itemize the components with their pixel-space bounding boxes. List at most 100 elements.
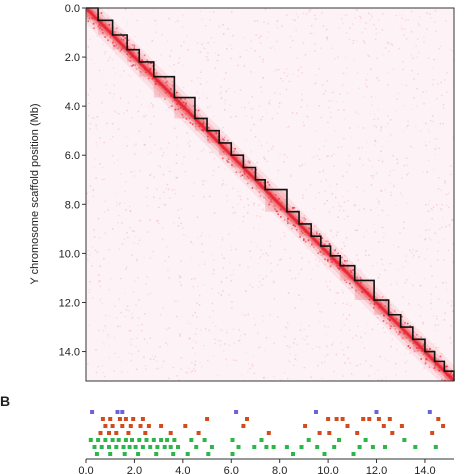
heatmap-speckle <box>88 288 91 291</box>
heatmap-speckle <box>269 314 271 316</box>
heatmap-speckle <box>101 18 104 20</box>
heatmap-speckle <box>378 202 380 205</box>
heatmap-speckle <box>207 106 209 109</box>
heatmap-speckle <box>430 119 432 122</box>
heatmap-speckle <box>358 209 361 211</box>
feature-mark <box>162 445 167 449</box>
heatmap-speckle <box>249 256 252 258</box>
heatmap-speckle <box>197 237 199 239</box>
heatmap-speckle <box>124 315 127 318</box>
heatmap-speckle <box>289 46 292 49</box>
heatmap-speckle <box>180 222 182 224</box>
heatmap-speckle <box>290 174 293 176</box>
diagonal-speckle <box>362 291 364 294</box>
heatmap-speckle <box>212 309 214 312</box>
heatmap-speckle <box>254 136 257 138</box>
heatmap-speckle <box>209 105 212 108</box>
heatmap-speckle <box>239 56 242 58</box>
heatmap-speckle <box>438 241 440 244</box>
heatmap-speckle <box>404 353 406 355</box>
heatmap-speckle <box>126 145 128 147</box>
heatmap-speckle <box>272 46 275 48</box>
heatmap-speckle <box>119 202 121 204</box>
feature-mark <box>340 417 345 421</box>
heatmap-speckle <box>192 314 194 317</box>
heatmap-speckle <box>161 238 164 240</box>
diagonal-speckle <box>451 374 454 377</box>
diagonal-speckle <box>122 35 124 37</box>
heatmap-speckle <box>186 118 188 120</box>
heatmap-speckle <box>119 97 122 100</box>
heatmap-speckle <box>284 326 287 328</box>
heatmap-speckle <box>273 281 275 284</box>
diagonal-speckle <box>343 268 346 271</box>
heatmap-speckle <box>101 76 104 79</box>
heatmap-speckle <box>437 188 440 190</box>
feature-mark <box>146 424 151 428</box>
heatmap-speckle <box>359 15 361 18</box>
heatmap-speckle <box>238 329 240 331</box>
heatmap-speckle <box>144 365 147 367</box>
heatmap-speckle <box>222 179 225 182</box>
heatmap-speckle <box>309 184 311 186</box>
heatmap-speckle <box>395 110 398 113</box>
diagonal-speckle <box>450 371 452 374</box>
heatmap-speckle <box>87 363 89 365</box>
heatmap-speckle <box>404 19 407 21</box>
heatmap-speckle <box>186 372 188 374</box>
diagonal-speckle <box>316 232 318 235</box>
diagonal-speckle <box>346 260 348 262</box>
heatmap-speckle <box>366 85 368 88</box>
heatmap-speckle <box>371 265 374 267</box>
heatmap-speckle <box>405 341 407 344</box>
heatmap-speckle <box>87 258 89 261</box>
diagonal-speckle <box>170 105 173 108</box>
heatmap-speckle <box>434 324 437 326</box>
heatmap-speckle <box>133 144 135 147</box>
heatmap-speckle <box>115 202 118 204</box>
heatmap-speckle <box>235 115 237 118</box>
heatmap-speckle <box>130 330 132 332</box>
heatmap-speckle <box>261 315 264 317</box>
heatmap-speckle <box>247 266 249 268</box>
feature-mark <box>206 452 211 456</box>
heatmap-speckle <box>163 203 165 206</box>
heatmap-speckle <box>210 36 212 39</box>
heatmap-speckle <box>201 243 203 245</box>
diagonal-speckle <box>99 25 102 28</box>
feature-mark <box>120 424 125 428</box>
heatmap-speckle <box>180 208 182 210</box>
heatmap-speckle <box>303 220 305 222</box>
diagonal-speckle <box>448 374 450 377</box>
heatmap-speckle <box>230 280 232 282</box>
feature-mark <box>326 417 331 421</box>
heatmap-speckle <box>179 281 181 283</box>
heatmap-speckle <box>258 204 260 206</box>
heatmap-speckle <box>172 81 174 83</box>
diagonal-speckle <box>420 336 422 339</box>
heatmap-speckle <box>204 24 207 27</box>
heatmap-speckle <box>381 161 383 163</box>
heatmap-speckle <box>228 233 230 235</box>
heatmap-speckle <box>384 189 386 191</box>
heatmap-speckle <box>381 145 383 148</box>
heatmap-speckle <box>418 25 421 27</box>
diagonal-speckle <box>359 277 362 279</box>
heatmap-speckle <box>278 102 281 104</box>
diagonal-speckle <box>202 130 204 132</box>
heatmap-speckle <box>325 280 327 283</box>
heatmap-speckle <box>413 254 415 257</box>
heatmap-speckle <box>134 170 136 172</box>
heatmap-speckle <box>316 154 318 157</box>
diagonal-speckle <box>337 252 339 255</box>
heatmap-speckle <box>371 328 374 331</box>
heatmap-speckle <box>125 309 128 311</box>
heatmap-speckle <box>126 371 129 373</box>
heatmap-speckle <box>287 217 290 219</box>
heatmap-speckle <box>314 14 316 16</box>
heatmap-speckle <box>240 335 242 337</box>
heatmap-speckle <box>196 91 198 94</box>
heatmap-speckle <box>103 178 105 180</box>
diagonal-speckle <box>261 187 263 190</box>
heatmap-speckle <box>273 297 276 300</box>
